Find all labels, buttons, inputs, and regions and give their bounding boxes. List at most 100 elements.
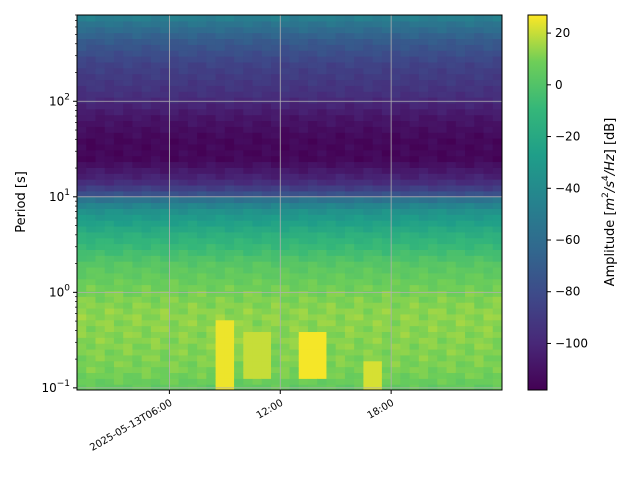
heatmap-cell (77, 79, 87, 86)
heatmap-cell (372, 337, 383, 344)
heatmap-cell (474, 73, 485, 81)
heatmap-cell (261, 343, 272, 350)
heatmap-cell (428, 73, 438, 81)
heatmap-cell (178, 372, 189, 379)
heatmap-cell (455, 32, 466, 40)
heatmap-cell (206, 237, 217, 245)
heatmap-cell (215, 343, 226, 350)
heatmap-cell (77, 67, 87, 75)
heatmap-cell (234, 79, 244, 86)
heatmap-cell (317, 231, 328, 239)
heatmap-cell (335, 220, 346, 227)
heatmap-cell (141, 372, 152, 379)
heatmap-cell (197, 108, 207, 116)
heatmap-cell (132, 173, 143, 180)
heatmap-cell (178, 91, 189, 98)
heatmap-cell (252, 284, 263, 291)
heatmap-cell (437, 231, 448, 239)
heatmap-cell (381, 384, 392, 390)
heatmap-cell (465, 50, 475, 57)
heatmap-cell (400, 225, 411, 233)
heatmap-cell (261, 161, 272, 168)
heatmap-cell (104, 378, 115, 385)
heatmap-cell (160, 290, 170, 297)
heatmap-cell (400, 20, 411, 28)
heatmap-cell (465, 26, 475, 34)
heatmap-cell (446, 261, 457, 268)
heatmap-cell (150, 138, 161, 145)
heatmap-cell (215, 44, 226, 51)
heatmap-cell (298, 20, 309, 28)
heatmap-cell (224, 331, 235, 338)
heatmap-cell (123, 225, 134, 233)
heatmap-cell (224, 108, 235, 116)
heatmap-cell (252, 15, 263, 22)
heatmap-cell (113, 32, 124, 40)
heatmap-cell (86, 278, 97, 286)
heatmap-cell (372, 307, 383, 315)
heatmap-cell (169, 61, 180, 69)
heatmap-cell (317, 284, 328, 291)
heatmap-cell (206, 220, 217, 227)
heatmap-cell (428, 348, 438, 356)
heatmap-cell (298, 102, 309, 110)
heatmap-cell (252, 313, 263, 321)
heatmap-cell (261, 196, 272, 204)
heatmap-cell (178, 208, 189, 215)
heatmap-cell (261, 296, 272, 303)
heatmap-cell (381, 348, 392, 356)
heatmap-cell (243, 15, 254, 22)
heatmap-cell (298, 372, 309, 379)
heatmap-cell (317, 179, 328, 186)
heatmap-cell (261, 302, 272, 309)
heatmap-cell (344, 249, 355, 256)
heatmap-cell (150, 108, 161, 116)
heatmap-cell (437, 73, 448, 81)
heatmap-cell (123, 313, 134, 321)
heatmap-cell (77, 319, 87, 327)
heatmap-cell (261, 32, 272, 40)
heatmap-cell (326, 56, 337, 63)
heatmap-cell (243, 50, 254, 57)
heatmap-cell (104, 231, 115, 239)
heatmap-cell (326, 366, 337, 374)
heatmap-cell (271, 38, 281, 45)
heatmap-cell (418, 190, 429, 198)
heatmap-cell (187, 190, 198, 198)
heatmap-cell (187, 179, 198, 186)
heatmap-cell (197, 296, 207, 303)
heatmap-cell (335, 85, 346, 92)
heatmap-cell (215, 261, 226, 268)
heatmap-cell (215, 85, 226, 92)
heatmap-cell (391, 155, 401, 163)
heatmap-cell (418, 184, 429, 192)
heatmap-cell (150, 15, 161, 22)
heatmap-cell (391, 167, 401, 174)
heatmap-cell (123, 38, 134, 45)
heatmap-cell (391, 325, 401, 333)
heatmap-cell (123, 231, 134, 239)
heatmap-cell (252, 184, 263, 192)
heatmap-cell (86, 190, 97, 198)
heatmap-cell (344, 102, 355, 110)
heatmap-cell (224, 354, 235, 362)
heatmap-cell (178, 225, 189, 233)
heatmap-cell (400, 261, 411, 268)
heatmap-cell (261, 255, 272, 262)
heatmap-cell (307, 255, 318, 262)
heatmap-cell (289, 15, 300, 22)
heatmap-cell (418, 266, 429, 274)
heatmap-cell (298, 73, 309, 81)
heatmap-cell (234, 331, 244, 338)
heatmap-cell (160, 38, 170, 45)
heatmap-cell (326, 155, 337, 163)
heatmap-cell (363, 26, 374, 34)
heatmap-cell (252, 343, 263, 350)
heatmap-cell (289, 337, 300, 344)
heatmap-cell (141, 38, 152, 45)
heatmap-cell (363, 38, 374, 45)
heatmap-cell (409, 61, 420, 69)
heatmap-cell (363, 50, 374, 57)
heatmap-cell (169, 237, 180, 245)
